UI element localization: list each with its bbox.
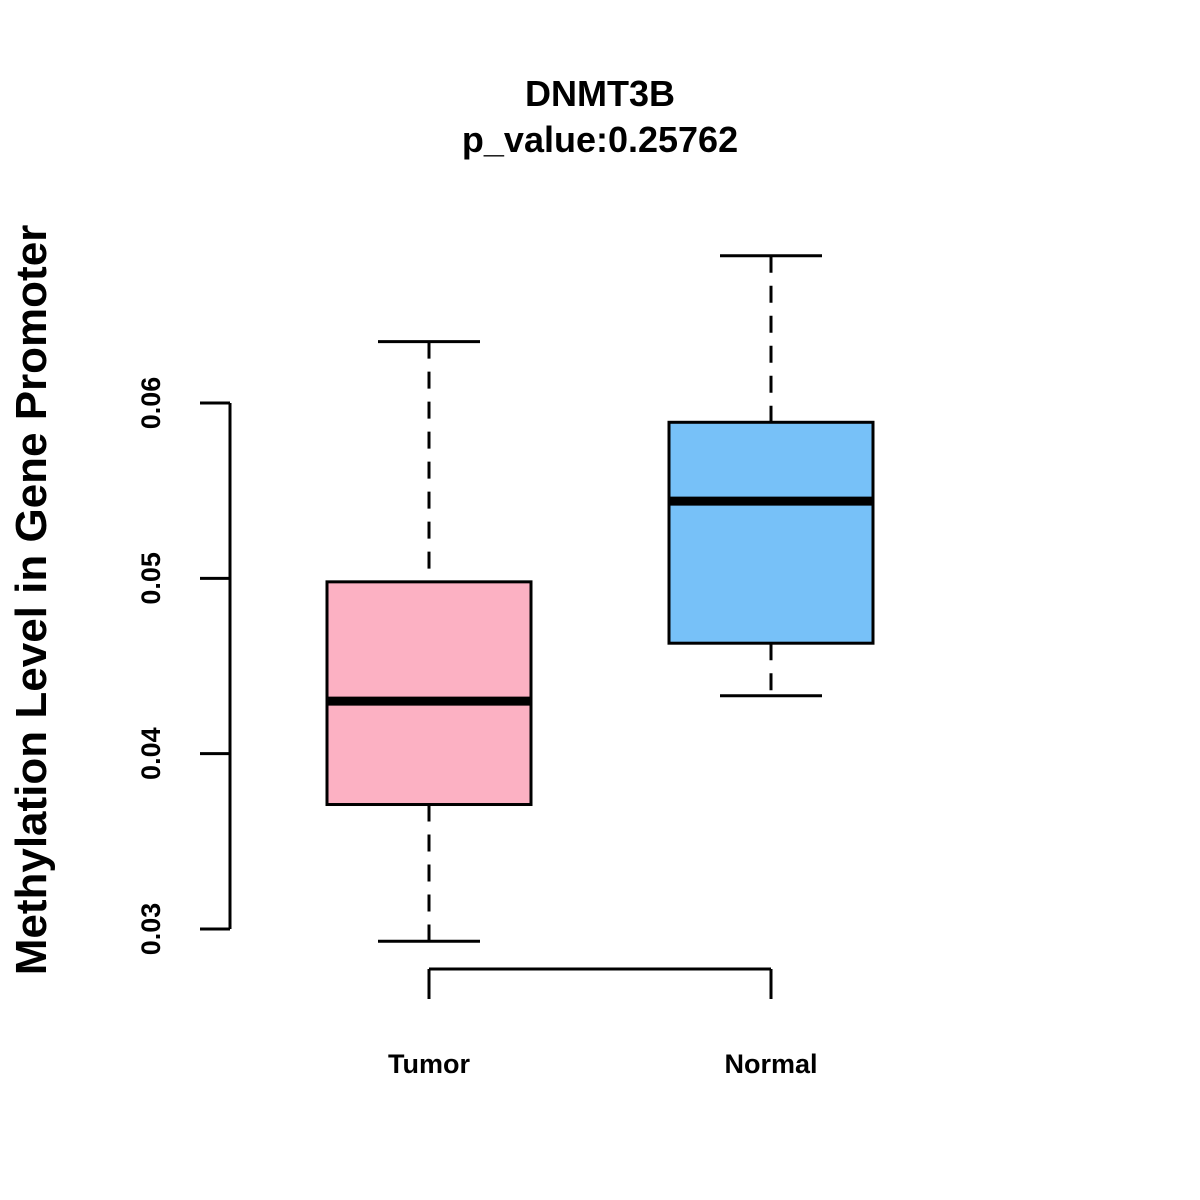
box-normal xyxy=(667,254,875,698)
x-axis: Tumor Normal xyxy=(388,967,818,1079)
iqr-box xyxy=(325,580,533,807)
chart-title: DNMT3B xyxy=(525,73,675,114)
x-tick-label: Tumor xyxy=(388,1049,470,1079)
x-tick-label: Normal xyxy=(724,1049,817,1079)
y-tick-label: 0.06 xyxy=(136,377,166,430)
iqr-box xyxy=(667,420,875,645)
y-axis: 0.03 0.04 0.05 0.06 xyxy=(136,377,232,956)
y-tick-label: 0.03 xyxy=(136,903,166,956)
box-tumor xyxy=(325,340,533,943)
y-axis-label: Methylation Level in Gene Promoter xyxy=(7,225,56,976)
y-tick-label: 0.05 xyxy=(136,552,166,605)
boxes-layer xyxy=(325,254,875,943)
chart-subtitle: p_value:0.25762 xyxy=(462,119,738,160)
y-tick-label: 0.04 xyxy=(136,727,166,780)
